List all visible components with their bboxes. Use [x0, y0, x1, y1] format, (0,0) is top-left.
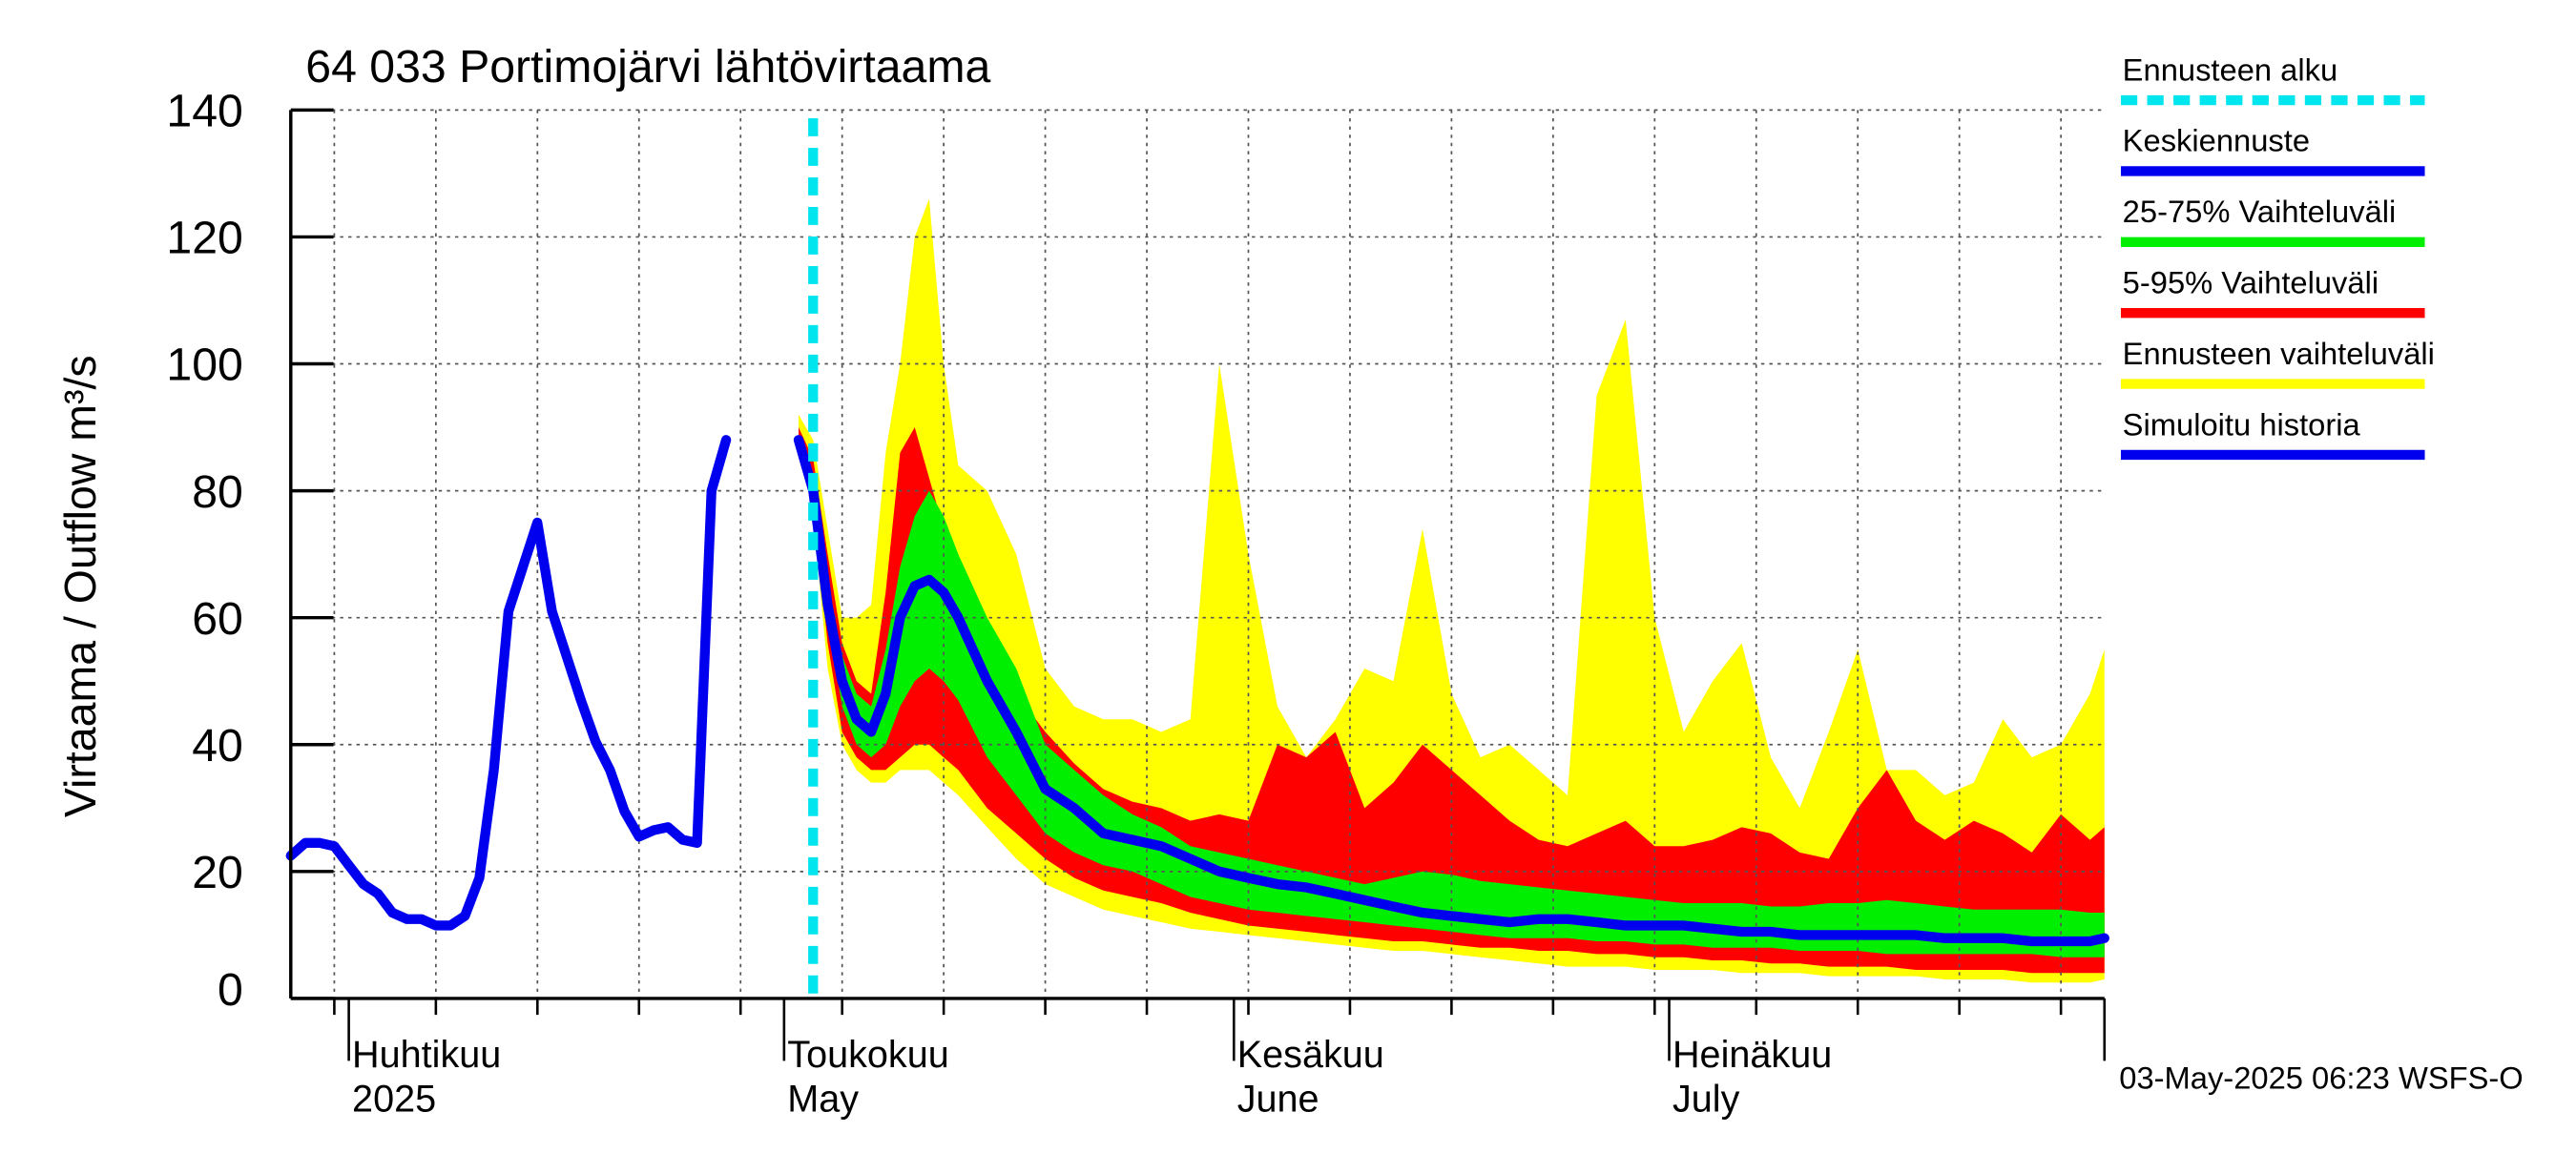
- legend-label-band_25_75: 25-75% Vaihteluväli: [2123, 194, 2397, 229]
- footer-timestamp: 03-May-2025 06:23 WSFS-O: [2119, 1060, 2524, 1096]
- history-line: [285, 435, 732, 931]
- x-month-label: Heinäkuu: [1672, 1034, 1832, 1076]
- legend-label-history: Simuloitu historia: [2123, 406, 2361, 442]
- x-month-label: Huhtikuu: [352, 1034, 501, 1076]
- x-month-sublabel: July: [1672, 1079, 1740, 1121]
- y-tick-label: 120: [166, 213, 242, 264]
- x-month-sublabel: 2025: [352, 1079, 436, 1121]
- y-tick-label: 20: [192, 847, 243, 898]
- y-tick-label: 0: [218, 964, 243, 1016]
- y-tick-label: 60: [192, 593, 243, 645]
- y-tick-label: 100: [166, 340, 242, 391]
- band-25-75: [799, 440, 2105, 957]
- grid: [290, 109, 2105, 999]
- band-full-range: [799, 198, 2105, 983]
- y-tick-label: 140: [166, 86, 242, 137]
- y-tick-label: 40: [192, 720, 243, 772]
- y-tick-label: 80: [192, 466, 243, 518]
- legend: Ennusteen alku Keskiennuste 25-75% Vaihtel…: [2120, 51, 2435, 461]
- x-month-label: Toukokuu: [787, 1034, 949, 1076]
- x-month-sublabel: May: [787, 1079, 859, 1121]
- x-month-label: Kesäkuu: [1237, 1034, 1384, 1076]
- legend-label-band_full: Ennusteen vaihteluväli: [2123, 336, 2435, 371]
- y-axis-label: Virtaama / Outflow m³/s: [55, 355, 105, 817]
- legend-label-forecast_start: Ennusteen alku: [2123, 51, 2337, 87]
- chart-title: 64 033 Portimojärvi lähtövirtaama: [305, 41, 990, 93]
- legend-label-mean: Keskiennuste: [2123, 123, 2310, 158]
- x-month-sublabel: June: [1237, 1079, 1319, 1121]
- legend-label-band_5_95: 5-95% Vaihteluväli: [2123, 265, 2379, 300]
- series-lines: [285, 117, 2109, 999]
- mean-forecast-line: [793, 435, 2109, 947]
